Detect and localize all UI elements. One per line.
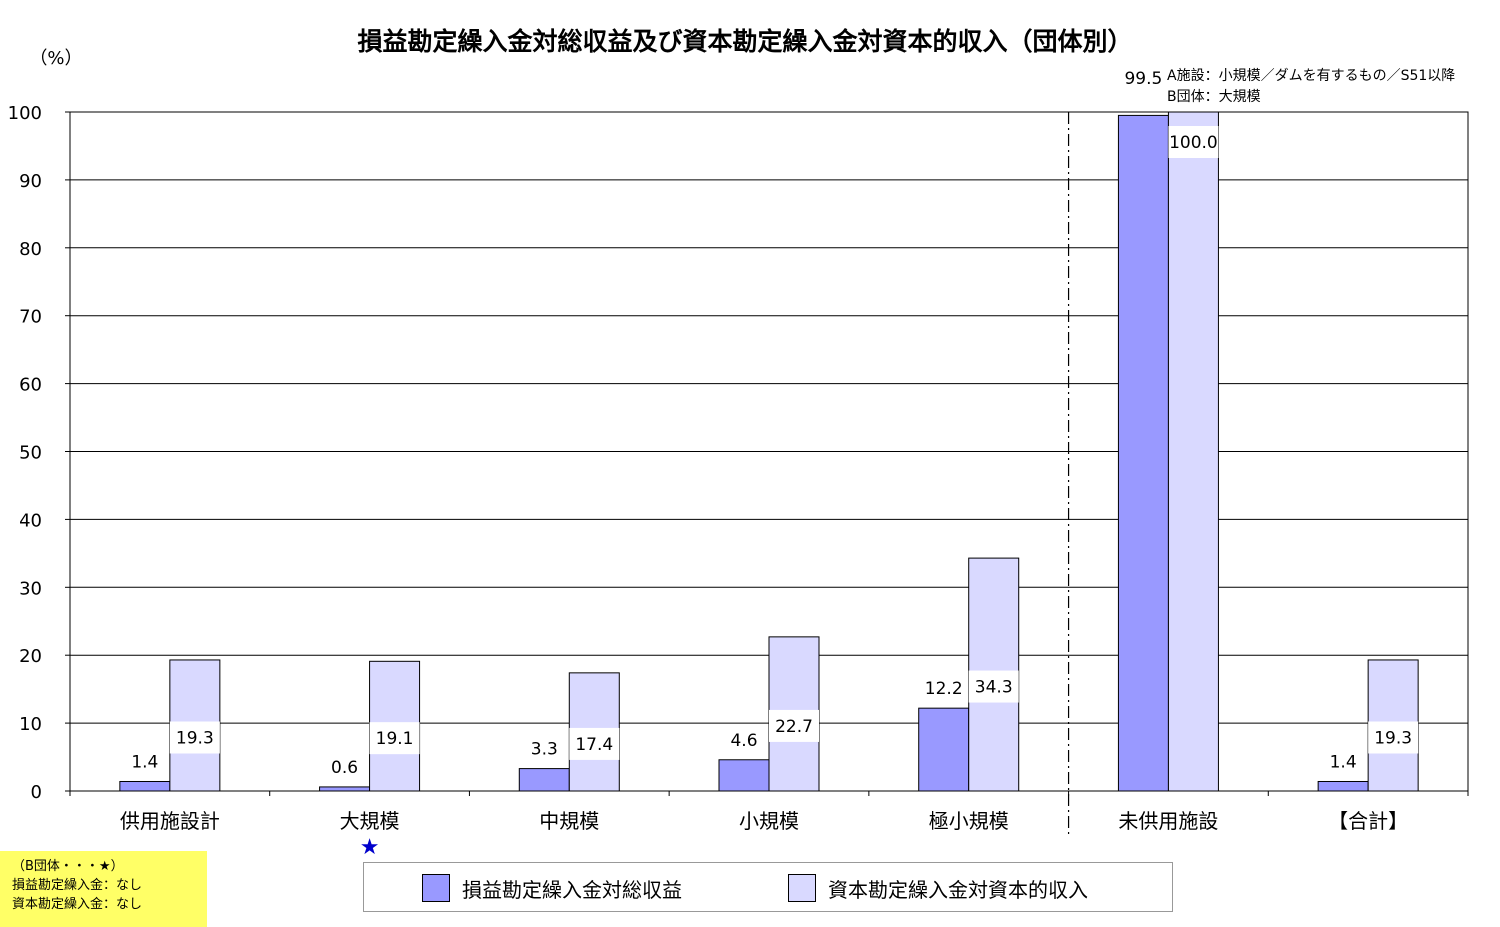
legend-item-series-1: 損益勘定繰入金対総収益 (422, 873, 682, 903)
bar-series-1 (718, 759, 770, 792)
annotation-line-2: B団体：大規模 (1167, 89, 1261, 105)
data-label-series-2: 19.1 (376, 729, 414, 749)
data-label-series-2: 22.7 (775, 717, 813, 737)
y-tick-label: 80 (19, 239, 42, 260)
data-label-series-1: 1.4 (131, 752, 158, 772)
x-tick-label: 大規模 (340, 809, 400, 833)
y-tick-label: 20 (19, 646, 42, 667)
x-tick-label: 中規模 (539, 809, 599, 833)
legend-label-series-2: 資本勘定繰入金対資本的収入 (828, 877, 1088, 902)
bar-series-1 (1317, 780, 1369, 792)
annotation-line-1: A施設：小規模／ダムを有するもの／S51以降 (1167, 68, 1455, 84)
y-tick-label: 0 (31, 782, 42, 803)
x-tick-label: 極小規模 (929, 809, 1009, 833)
data-label-series-1: 0.6 (331, 758, 358, 778)
data-label-series-1: 12.2 (925, 679, 963, 699)
y-tick-label: 90 (19, 171, 42, 192)
data-label-series-2: 34.3 (975, 678, 1013, 698)
y-tick-label: 40 (19, 510, 42, 531)
data-label-series-1: 99.5 (1124, 69, 1162, 89)
data-label-series-1: 3.3 (531, 740, 558, 760)
data-label-series-2: 19.3 (1374, 728, 1412, 748)
bar-series-2 (1167, 111, 1219, 792)
note-line-3: 資本勘定繰入金：なし (12, 897, 143, 912)
x-tick-label: 小規模 (739, 809, 799, 833)
data-label-series-2: 100.0 (1169, 133, 1218, 153)
legend-swatch-series-1 (422, 874, 450, 902)
y-tick-label: 10 (19, 714, 42, 735)
y-tick-label: 60 (19, 375, 42, 396)
y-axis-unit: （%） (29, 48, 82, 69)
data-label-box-series-2 (968, 670, 1019, 703)
chart-title: 損益勘定繰入金対総収益及び資本勘定繰入金対資本的収入（団体別） (357, 27, 1132, 56)
y-tick-label: 50 (19, 443, 42, 464)
data-label-series-2: 19.3 (176, 728, 214, 748)
y-tick-label: 30 (19, 578, 42, 599)
x-tick-label: 【合計】 (1328, 809, 1408, 833)
data-label-box-series-2 (769, 709, 819, 742)
data-label-box-series-2 (1368, 721, 1419, 754)
bar-series-1 (918, 707, 970, 792)
bar-series-1 (319, 786, 371, 792)
bar-series-1 (119, 780, 171, 792)
x-tick-label: 供用施設計 (120, 809, 220, 833)
data-label-series-2: 17.4 (575, 735, 613, 755)
legend-swatch-series-2 (788, 874, 816, 902)
data-label-box-series-2 (569, 727, 620, 760)
bar-series-1 (1117, 114, 1169, 792)
data-label-box-series-2 (1168, 126, 1219, 158)
data-label-box-series-2 (369, 722, 420, 755)
legend-item-series-2: 資本勘定繰入金対資本的収入 (788, 873, 1088, 903)
y-tick-label: 100 (8, 103, 42, 124)
legend: 損益勘定繰入金対総収益 資本勘定繰入金対資本的収入 (363, 862, 1173, 912)
bar-series-1 (518, 768, 570, 792)
note-line-2: 損益勘定繰入金：なし (12, 878, 143, 893)
data-label-series-1: 4.6 (730, 731, 757, 751)
data-label-box-series-2 (169, 721, 220, 754)
y-tick-label: 70 (19, 307, 42, 328)
legend-label-series-1: 損益勘定繰入金対総収益 (462, 877, 682, 902)
x-tick-label: 未供用施設 (1118, 809, 1218, 833)
note-box: （B団体・・・★） 損益勘定繰入金：なし 資本勘定繰入金：なし (0, 851, 207, 927)
category-marker-star: ★ (360, 835, 380, 860)
data-label-series-1: 1.4 (1330, 752, 1357, 772)
note-line-1: （B団体・・・★） (12, 859, 124, 874)
